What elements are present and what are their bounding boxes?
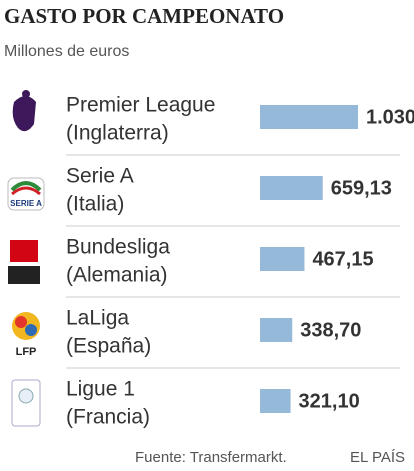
logos: SERIE A LFP — [7, 90, 45, 427]
logo-laliga — [12, 312, 40, 340]
logo-premier — [12, 96, 36, 132]
category-label: Bundesliga — [66, 236, 170, 259]
category-label: (Italia) — [66, 193, 124, 216]
bar — [260, 318, 293, 342]
logo-premier-crown — [22, 90, 30, 98]
logo-bundesliga-text — [8, 266, 40, 284]
category-label: (España) — [66, 335, 151, 358]
category-label: (Inglaterra) — [66, 122, 169, 145]
value-label: 1.030 — [366, 106, 414, 128]
category-label: LaLiga — [66, 307, 129, 330]
bar — [260, 176, 323, 200]
value-label: 321,10 — [299, 390, 360, 412]
value-label: 467,15 — [312, 248, 373, 270]
value-label: 338,70 — [300, 319, 361, 341]
category-label: (Alemania) — [66, 264, 168, 287]
credit: EL PAÍS — [350, 449, 405, 466]
logo-bundesliga — [10, 240, 38, 262]
category-label: Ligue 1 — [66, 378, 135, 401]
logo-seriea-arc — [10, 181, 42, 192]
logo-seriea-text: SERIE A — [10, 199, 42, 208]
bar — [260, 389, 291, 413]
logo-laliga-b — [25, 324, 37, 336]
bar — [260, 247, 305, 271]
logo-laliga-a — [15, 316, 27, 328]
category-label: (Francia) — [66, 406, 150, 429]
source: Fuente: Transfermarkt. — [135, 449, 287, 466]
chart-subtitle: Millones de euros — [4, 43, 129, 60]
bar — [260, 105, 358, 129]
logo-laliga-text: LFP — [16, 346, 37, 358]
logo-seriea-arc2 — [11, 186, 41, 196]
chart-title: GASTO POR CAMPEONATO — [4, 4, 284, 28]
category-label: Premier League — [66, 94, 215, 117]
value-label: 659,13 — [331, 177, 392, 199]
category-label: Serie A — [66, 165, 134, 188]
logo-ligue1-ball — [18, 388, 34, 404]
